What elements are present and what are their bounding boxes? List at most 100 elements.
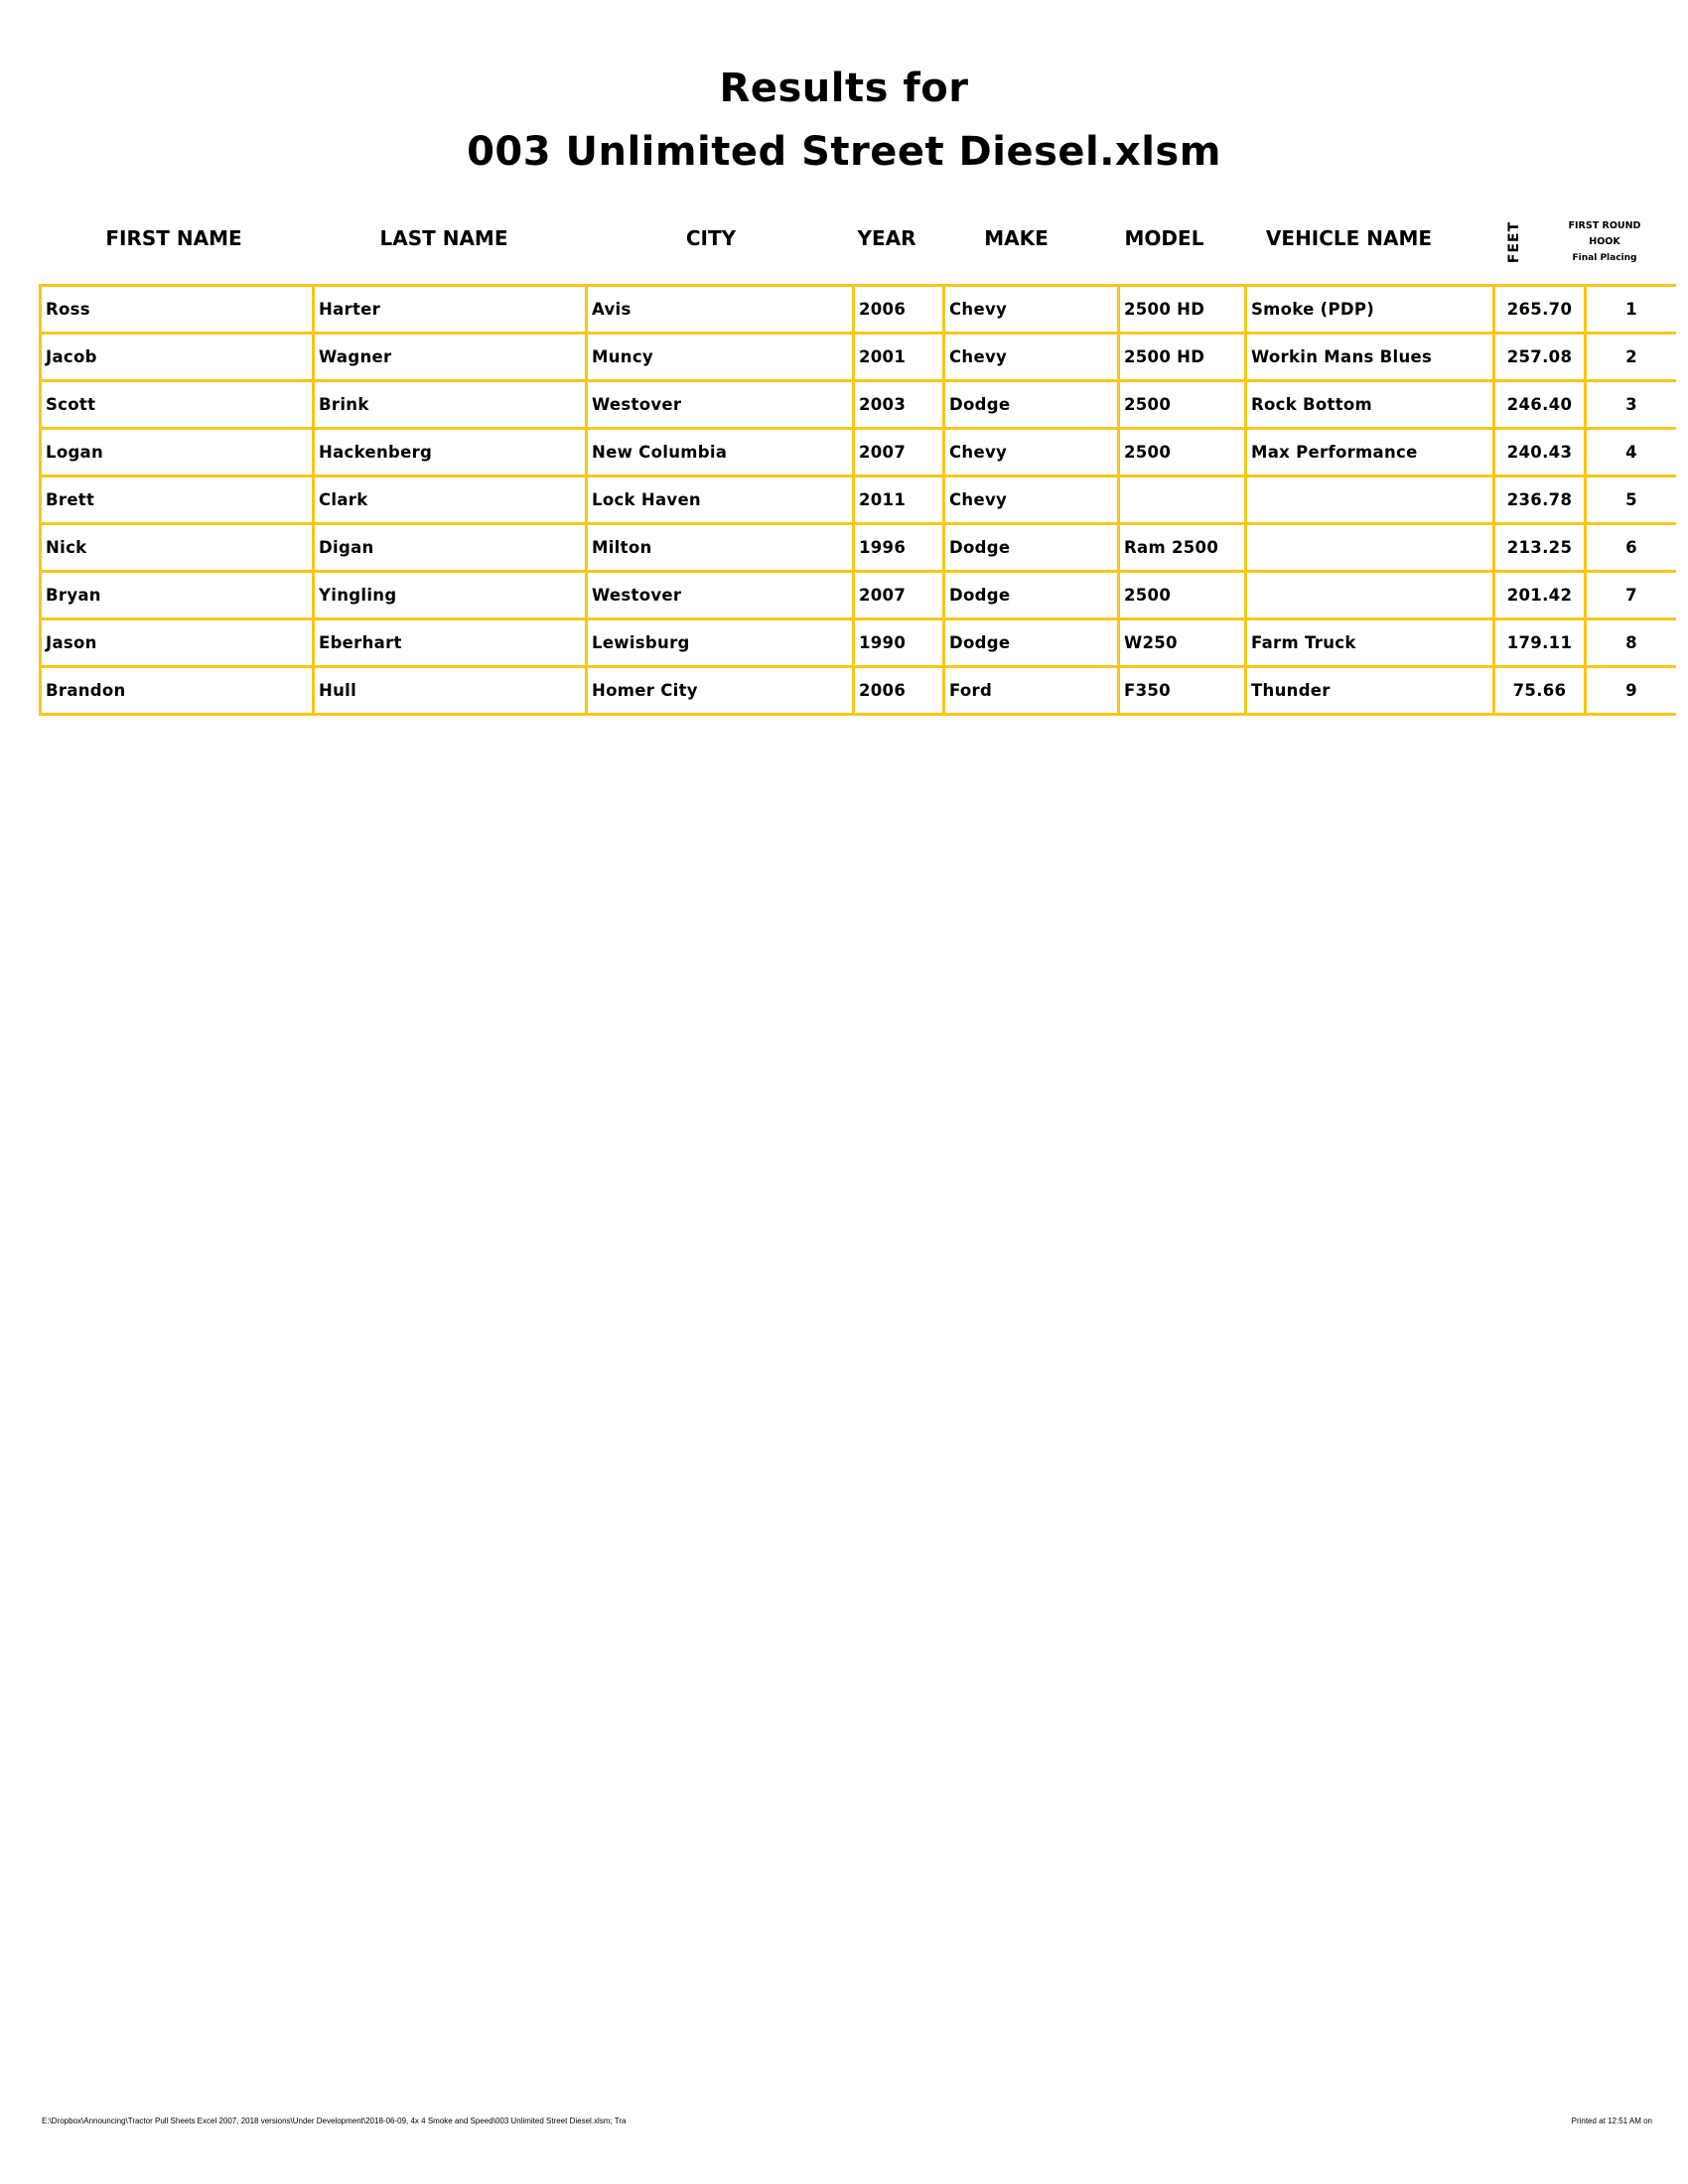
- header-hook: FIRST ROUND HOOK Final Placing: [1568, 220, 1641, 263]
- cell-vehicle-name: [1244, 475, 1495, 525]
- cell-make: Chevy: [942, 332, 1120, 382]
- cell-feet: 201.42: [1492, 570, 1587, 620]
- cell-year: 2011: [852, 475, 945, 525]
- cell-first-name: Bryan: [39, 570, 315, 620]
- table-row: Jason Eberhart Lewisburg 1990 Dodge W250 Farm …: [39, 617, 1676, 668]
- cell-feet: 179.11: [1492, 617, 1587, 668]
- cell-model: F350: [1117, 665, 1247, 716]
- cell-placing: 9: [1584, 665, 1676, 716]
- header-model: MODEL: [1124, 226, 1204, 250]
- cell-make: Chevy: [942, 427, 1120, 478]
- cell-city: Homer City: [585, 665, 855, 716]
- header-feet: FEET: [1506, 220, 1522, 264]
- cell-first-name: Scott: [39, 379, 315, 430]
- table-row: Brett Clark Lock Haven 2011 Chevy 236.78 5: [39, 475, 1676, 525]
- table-row: Nick Digan Milton 1996 Dodge Ram 2500 213.25 6: [39, 522, 1676, 573]
- cell-model: 2500 HD: [1117, 332, 1247, 382]
- cell-year: 2006: [852, 284, 945, 335]
- cell-placing: 8: [1584, 617, 1676, 668]
- table-row: Bryan Yingling Westover 2007 Dodge 2500 201.42…: [39, 570, 1676, 620]
- header-first-name: FIRST NAME: [105, 226, 242, 250]
- cell-vehicle-name: Thunder: [1244, 665, 1495, 716]
- cell-model: 2500 HD: [1117, 284, 1247, 335]
- footer-file-path: E:\Dropbox\Announcing\Tractor Pull Sheet…: [42, 2116, 627, 2125]
- cell-vehicle-name: Max Performance: [1244, 427, 1495, 478]
- cell-city: Westover: [585, 570, 855, 620]
- cell-model: 2500: [1117, 570, 1247, 620]
- cell-vehicle-name: Rock Bottom: [1244, 379, 1495, 430]
- cell-vehicle-name: [1244, 570, 1495, 620]
- cell-placing: 3: [1584, 379, 1676, 430]
- cell-first-name: Logan: [39, 427, 315, 478]
- cell-first-name: Brett: [39, 475, 315, 525]
- cell-last-name: Hull: [312, 665, 588, 716]
- cell-first-name: Jason: [39, 617, 315, 668]
- cell-placing: 1: [1584, 284, 1676, 335]
- cell-vehicle-name: Workin Mans Blues: [1244, 332, 1495, 382]
- cell-feet: 257.08: [1492, 332, 1587, 382]
- cell-make: Chevy: [942, 475, 1120, 525]
- cell-placing: 6: [1584, 522, 1676, 573]
- cell-model: W250: [1117, 617, 1247, 668]
- cell-model: 2500: [1117, 379, 1247, 430]
- results-table: Ross Harter Avis 2006 Chevy 2500 HD Smoke (PDP…: [39, 284, 1676, 716]
- header-vehicle-name: VEHICLE NAME: [1265, 226, 1433, 250]
- cell-placing: 2: [1584, 332, 1676, 382]
- cell-make: Dodge: [942, 379, 1120, 430]
- cell-make: Dodge: [942, 617, 1120, 668]
- header-make: MAKE: [984, 226, 1049, 250]
- cell-year: 2001: [852, 332, 945, 382]
- cell-year: 1990: [852, 617, 945, 668]
- page-title: Results for: [719, 66, 969, 111]
- cell-vehicle-name: Smoke (PDP): [1244, 284, 1495, 335]
- cell-city: Muncy: [585, 332, 855, 382]
- header-city: CITY: [685, 226, 737, 250]
- cell-feet: 236.78: [1492, 475, 1587, 525]
- cell-last-name: Harter: [312, 284, 588, 335]
- cell-first-name: Nick: [39, 522, 315, 573]
- cell-last-name: Yingling: [312, 570, 588, 620]
- cell-year: 2007: [852, 570, 945, 620]
- cell-make: Ford: [942, 665, 1120, 716]
- footer-printed: Printed at 12:51 AM on: [1571, 2116, 1652, 2125]
- cell-vehicle-name: Farm Truck: [1244, 617, 1495, 668]
- table-row: Brandon Hull Homer City 2006 Ford F350 Thunder…: [39, 665, 1676, 716]
- cell-year: 2006: [852, 665, 945, 716]
- cell-placing: 4: [1584, 427, 1676, 478]
- cell-feet: 240.43: [1492, 427, 1587, 478]
- cell-make: Chevy: [942, 284, 1120, 335]
- cell-feet: 75.66: [1492, 665, 1587, 716]
- cell-model: 2500: [1117, 427, 1247, 478]
- cell-last-name: Hackenberg: [312, 427, 588, 478]
- cell-vehicle-name: [1244, 522, 1495, 573]
- cell-city: Westover: [585, 379, 855, 430]
- cell-last-name: Digan: [312, 522, 588, 573]
- cell-city: Lock Haven: [585, 475, 855, 525]
- cell-feet: 265.70: [1492, 284, 1587, 335]
- header-year: YEAR: [857, 226, 916, 250]
- table-row: Scott Brink Westover 2003 Dodge 2500 Rock Bott…: [39, 379, 1676, 430]
- table-row: Jacob Wagner Muncy 2001 Chevy 2500 HD Workin M…: [39, 332, 1676, 382]
- cell-first-name: Brandon: [39, 665, 315, 716]
- cell-city: New Columbia: [585, 427, 855, 478]
- cell-city: Milton: [585, 522, 855, 573]
- cell-first-name: Ross: [39, 284, 315, 335]
- cell-placing: 7: [1584, 570, 1676, 620]
- cell-model: [1117, 475, 1247, 525]
- cell-make: Dodge: [942, 570, 1120, 620]
- cell-last-name: Eberhart: [312, 617, 588, 668]
- cell-city: Lewisburg: [585, 617, 855, 668]
- cell-first-name: Jacob: [39, 332, 315, 382]
- cell-placing: 5: [1584, 475, 1676, 525]
- cell-model: Ram 2500: [1117, 522, 1247, 573]
- header-last-name: LAST NAME: [379, 226, 508, 250]
- cell-feet: 246.40: [1492, 379, 1587, 430]
- cell-feet: 213.25: [1492, 522, 1587, 573]
- page-subtitle: 003 Unlimited Street Diesel.xlsm: [467, 129, 1221, 175]
- cell-city: Avis: [585, 284, 855, 335]
- cell-last-name: Clark: [312, 475, 588, 525]
- cell-last-name: Wagner: [312, 332, 588, 382]
- table-row: Logan Hackenberg New Columbia 2007 Chevy 2500…: [39, 427, 1676, 478]
- cell-make: Dodge: [942, 522, 1120, 573]
- cell-last-name: Brink: [312, 379, 588, 430]
